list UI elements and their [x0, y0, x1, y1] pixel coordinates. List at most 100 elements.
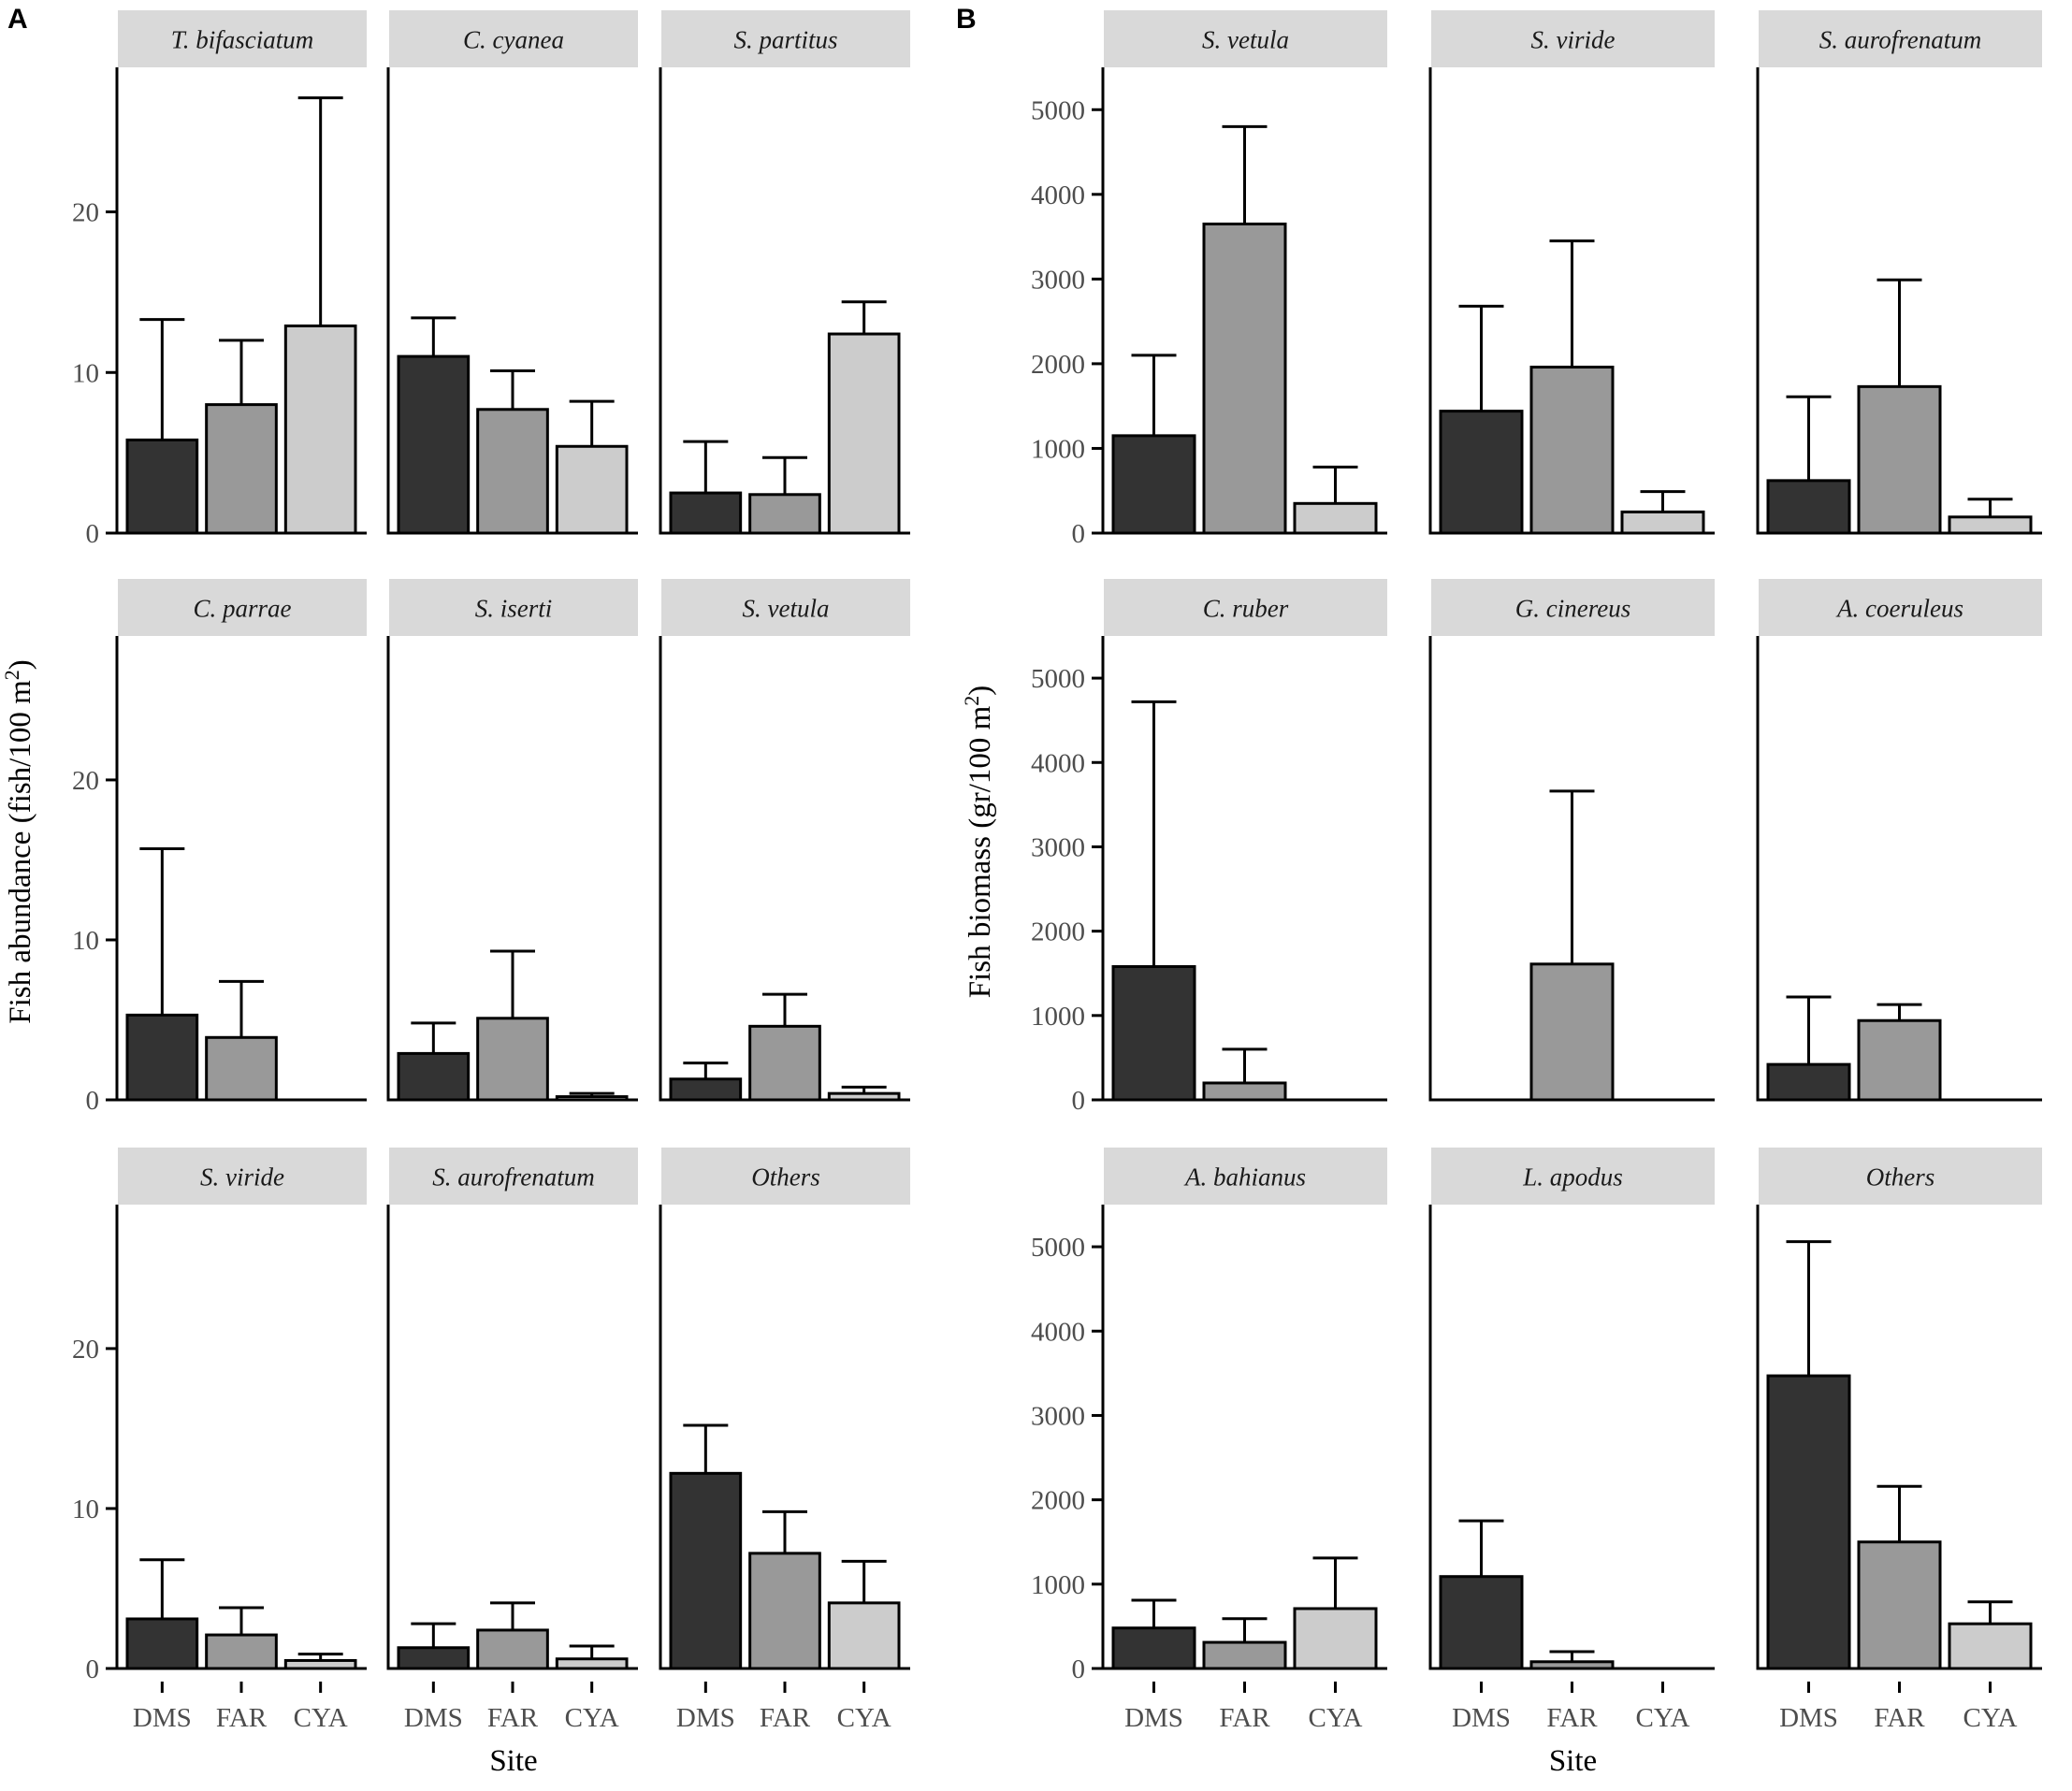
facet-c-parrae: C. parrae 0 10 20	[72, 579, 367, 1116]
bar-cya	[1620, 510, 1705, 535]
panel-letter: A	[7, 4, 28, 35]
facet-title: S. vetula	[743, 595, 830, 623]
bar-far	[205, 1633, 278, 1670]
bar-cya	[1948, 1622, 2033, 1670]
y-tick-label: 0	[86, 1086, 100, 1116]
facet-s-aurofrenatum: S. aurofrenatum DMS FAR CYA	[386, 1148, 638, 1733]
facet-c-ruber: C. ruber 0 1000 2000 3000 4000 5000	[1031, 579, 1387, 1116]
facet-strip	[1759, 579, 2042, 636]
facet-title: G. cinereus	[1515, 595, 1630, 623]
y-tick-label: 3000	[1031, 265, 1085, 295]
bar-dms	[1766, 1374, 1851, 1670]
x-tick-label-cya: CYA	[1963, 1703, 2017, 1733]
facet-title: S. viride	[1531, 26, 1616, 54]
facet-a-coeruleus: A. coeruleus	[1756, 579, 2042, 1102]
panel-letter: B	[956, 4, 977, 35]
facet-strip	[389, 579, 638, 636]
y-tick-label: 2000	[1031, 350, 1085, 380]
y-tick-label: 2000	[1031, 1486, 1085, 1516]
y-tick-label: 4000	[1031, 181, 1085, 210]
bar-dms	[397, 1051, 471, 1102]
facet-t-bifasciatum: T. bifasciatum 0 10 20	[72, 10, 367, 549]
bar-dms	[1439, 1575, 1524, 1670]
x-axis-title: Site	[489, 1744, 537, 1778]
y-axis-title: Fish biomass (gr/100 m2)	[960, 686, 997, 999]
facet-strip	[389, 1148, 638, 1205]
facet-strip	[118, 10, 367, 67]
facet-strip	[661, 10, 910, 67]
bar-cya	[827, 1601, 901, 1670]
bar-dms	[125, 438, 199, 535]
facet-s-aurofrenatum: S. aurofrenatum	[1756, 10, 2042, 535]
facet-title: Others	[751, 1163, 820, 1192]
x-tick-label-far: FAR	[487, 1703, 539, 1733]
y-tick-label: 5000	[1031, 95, 1085, 125]
facet-strip	[118, 579, 367, 636]
bar-dms	[1439, 410, 1524, 535]
facet-title: C. parrae	[193, 595, 291, 623]
y-axis-title-text: Fish abundance (fish/100 m	[4, 680, 37, 1024]
bar-cya	[555, 444, 629, 535]
bar-far	[205, 403, 278, 535]
facet-title: A. bahianus	[1183, 1163, 1306, 1192]
y-tick-label: 10	[72, 1495, 99, 1524]
bar-far	[1202, 223, 1287, 535]
x-tick-label-dms: DMS	[133, 1703, 192, 1733]
facet-title: S. viride	[200, 1163, 284, 1192]
bar-dms	[397, 354, 471, 535]
y-axis-title-close: )	[4, 659, 37, 670]
facet-strip	[1431, 579, 1715, 636]
bar-far	[1529, 366, 1615, 535]
facet-c-cyanea: C. cyanea	[386, 10, 638, 535]
y-tick-label: 10	[72, 358, 99, 388]
facet-strip	[1104, 1148, 1387, 1205]
y-tick-label: 2000	[1031, 917, 1085, 947]
y-tick-label: 0	[1072, 1654, 1086, 1684]
x-tick-label-dms: DMS	[676, 1703, 735, 1733]
y-axis-title-close: )	[964, 686, 997, 696]
facet-strip	[1104, 579, 1387, 636]
bar-far	[476, 1017, 549, 1102]
facet-strip	[1431, 1148, 1715, 1205]
facet-title: S. aurofrenatum	[432, 1163, 595, 1192]
facet-strip	[1759, 1148, 2042, 1205]
y-tick-label: 1000	[1031, 1002, 1085, 1032]
facet-title: A. coeruleus	[1835, 595, 1963, 623]
facet-strip	[1759, 10, 2042, 67]
facet-title: T. bifasciatum	[171, 26, 314, 54]
x-tick-label-dms: DMS	[1779, 1703, 1838, 1733]
y-tick-label: 0	[86, 519, 100, 549]
bar-far	[1202, 1640, 1287, 1670]
x-tick-label-cya: CYA	[837, 1703, 891, 1733]
facet-title: C. ruber	[1203, 595, 1289, 623]
x-tick-label-far: FAR	[216, 1703, 268, 1733]
bar-far	[476, 408, 549, 535]
y-tick-label: 3000	[1031, 832, 1085, 862]
facet-s-vetula: S. vetula 0 1000 2000 3000 4000 5000	[1031, 10, 1387, 549]
facet-title: S. aurofrenatum	[1819, 26, 1982, 54]
y-tick-label: 20	[72, 1335, 99, 1365]
facet-a-bahianus: A. bahianus 0 1000 2000 3000 4000 5000 DMS FAR CY…	[1031, 1148, 1387, 1733]
facet-s-partitus: S. partitus	[659, 10, 910, 535]
facet-s-viride: S. viride 0 10 20 DMS FAR CYA	[72, 1148, 367, 1733]
bar-dms	[1111, 434, 1196, 535]
bar-cya	[827, 332, 901, 535]
facet-title: S. iserti	[475, 595, 553, 623]
x-tick-label-far: FAR	[1219, 1703, 1270, 1733]
x-tick-label-far: FAR	[1874, 1703, 1925, 1733]
y-tick-label: 0	[86, 1654, 100, 1684]
y-tick-label: 4000	[1031, 1317, 1085, 1347]
y-tick-label: 10	[72, 926, 99, 956]
y-tick-label: 20	[72, 198, 99, 228]
facet-strip	[1104, 10, 1387, 67]
bar-dms	[125, 1617, 199, 1670]
facet-strip	[389, 10, 638, 67]
bar-dms	[1111, 965, 1196, 1102]
y-axis-title-sup: 2	[960, 696, 983, 706]
facet-s-iserti: S. iserti	[386, 579, 638, 1102]
facet-g-cinereus: G. cinereus	[1428, 579, 1715, 1102]
bar-dms	[125, 1013, 199, 1102]
bar-far	[1202, 1081, 1287, 1102]
